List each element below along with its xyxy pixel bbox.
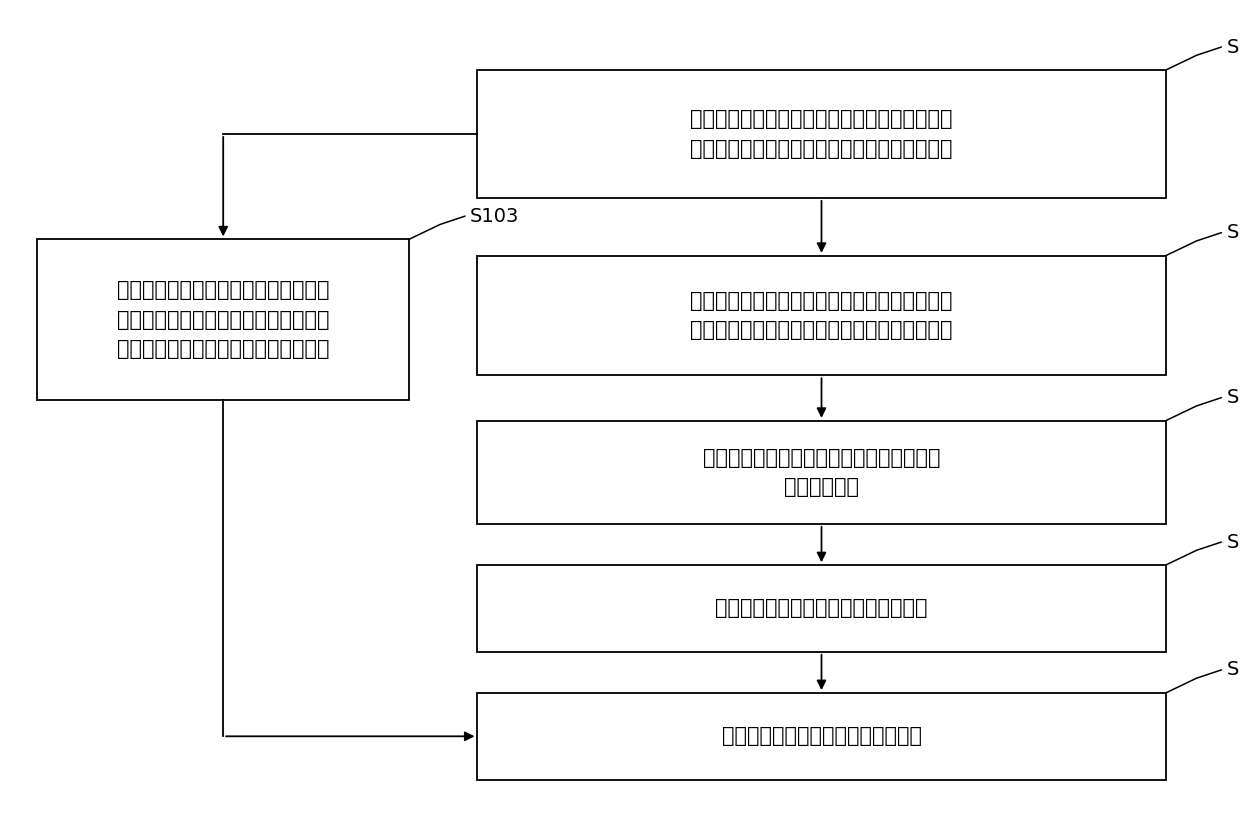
Text: 将当前流程版本切换至目标流程版本: 将当前流程版本切换至目标流程版本 (722, 726, 921, 747)
Text: S104: S104 (1226, 388, 1240, 408)
Text: S108: S108 (1226, 660, 1240, 680)
Bar (477, 70, 1166, 198)
Text: 获取用户基于当前流程信息的编辑修改后的
目标流程信息: 获取用户基于当前流程信息的编辑修改后的 目标流程信息 (703, 447, 940, 497)
Text: S1022: S1022 (1226, 37, 1240, 57)
Text: 当流程版本切换指令所指示的流程版本为非现有
流程版本时，输出当前流程版本的当前流程信息: 当流程版本切换指令所指示的流程版本为非现有 流程版本时，输出当前流程版本的当前流… (691, 290, 952, 341)
Bar (477, 256, 1166, 375)
Text: S1024: S1024 (1226, 223, 1240, 243)
Text: 当流程版本切换指令所指示的流程版本
为现有流程版本时，确定流程版本切换
指令所指示的流程版本为目标流程版本: 当流程版本切换指令所指示的流程版本 为现有流程版本时，确定流程版本切换 指令所指… (117, 280, 330, 360)
Text: S106: S106 (1226, 532, 1240, 552)
Text: S103: S103 (470, 206, 520, 226)
Text: 当接收到流程版本切换指令时，检测该流程版本
切换指令所指示的流程版本是否为现有流程版本: 当接收到流程版本切换指令时，检测该流程版本 切换指令所指示的流程版本是否为现有流… (691, 109, 952, 159)
Bar (477, 421, 1166, 524)
Bar (37, 239, 409, 400)
Bar (477, 693, 1166, 780)
Bar (477, 565, 1166, 652)
Text: 根据目标流程信息，生成目标流程版本: 根据目标流程信息，生成目标流程版本 (715, 598, 928, 619)
